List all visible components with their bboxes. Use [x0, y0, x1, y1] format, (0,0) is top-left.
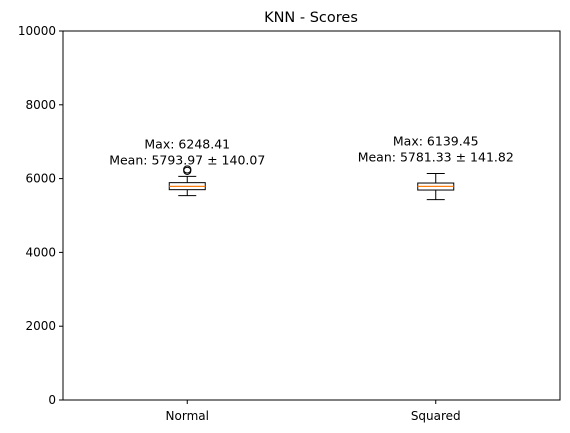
x-axis: Normal Squared	[166, 400, 461, 423]
annotation-line: Mean: 5793.97 ± 140.07	[109, 152, 265, 167]
y-axis: 0 2000 4000 6000 8000 10000	[18, 24, 63, 407]
y-tick-label: 8000	[25, 98, 56, 112]
annotation-line: Mean: 5781.33 ± 141.82	[358, 149, 514, 164]
y-tick-label: 6000	[25, 172, 56, 186]
y-tick-label: 2000	[25, 319, 56, 333]
y-tick-label: 10000	[18, 24, 56, 38]
annotation-line: Max: 6248.41	[144, 136, 230, 151]
plot-frame	[62, 30, 561, 401]
box-plots	[168, 165, 455, 201]
x-tick-label: Normal	[166, 409, 209, 423]
x-tick-label: Squared	[411, 409, 461, 423]
annotation-line: Max: 6139.45	[393, 133, 479, 148]
chart-title: KNN - Scores	[264, 10, 358, 26]
y-tick-label: 4000	[25, 245, 56, 259]
box-normal	[168, 165, 206, 197]
y-tick-label: 0	[48, 393, 56, 407]
box-squared	[417, 172, 455, 201]
outlier-point	[183, 165, 192, 174]
